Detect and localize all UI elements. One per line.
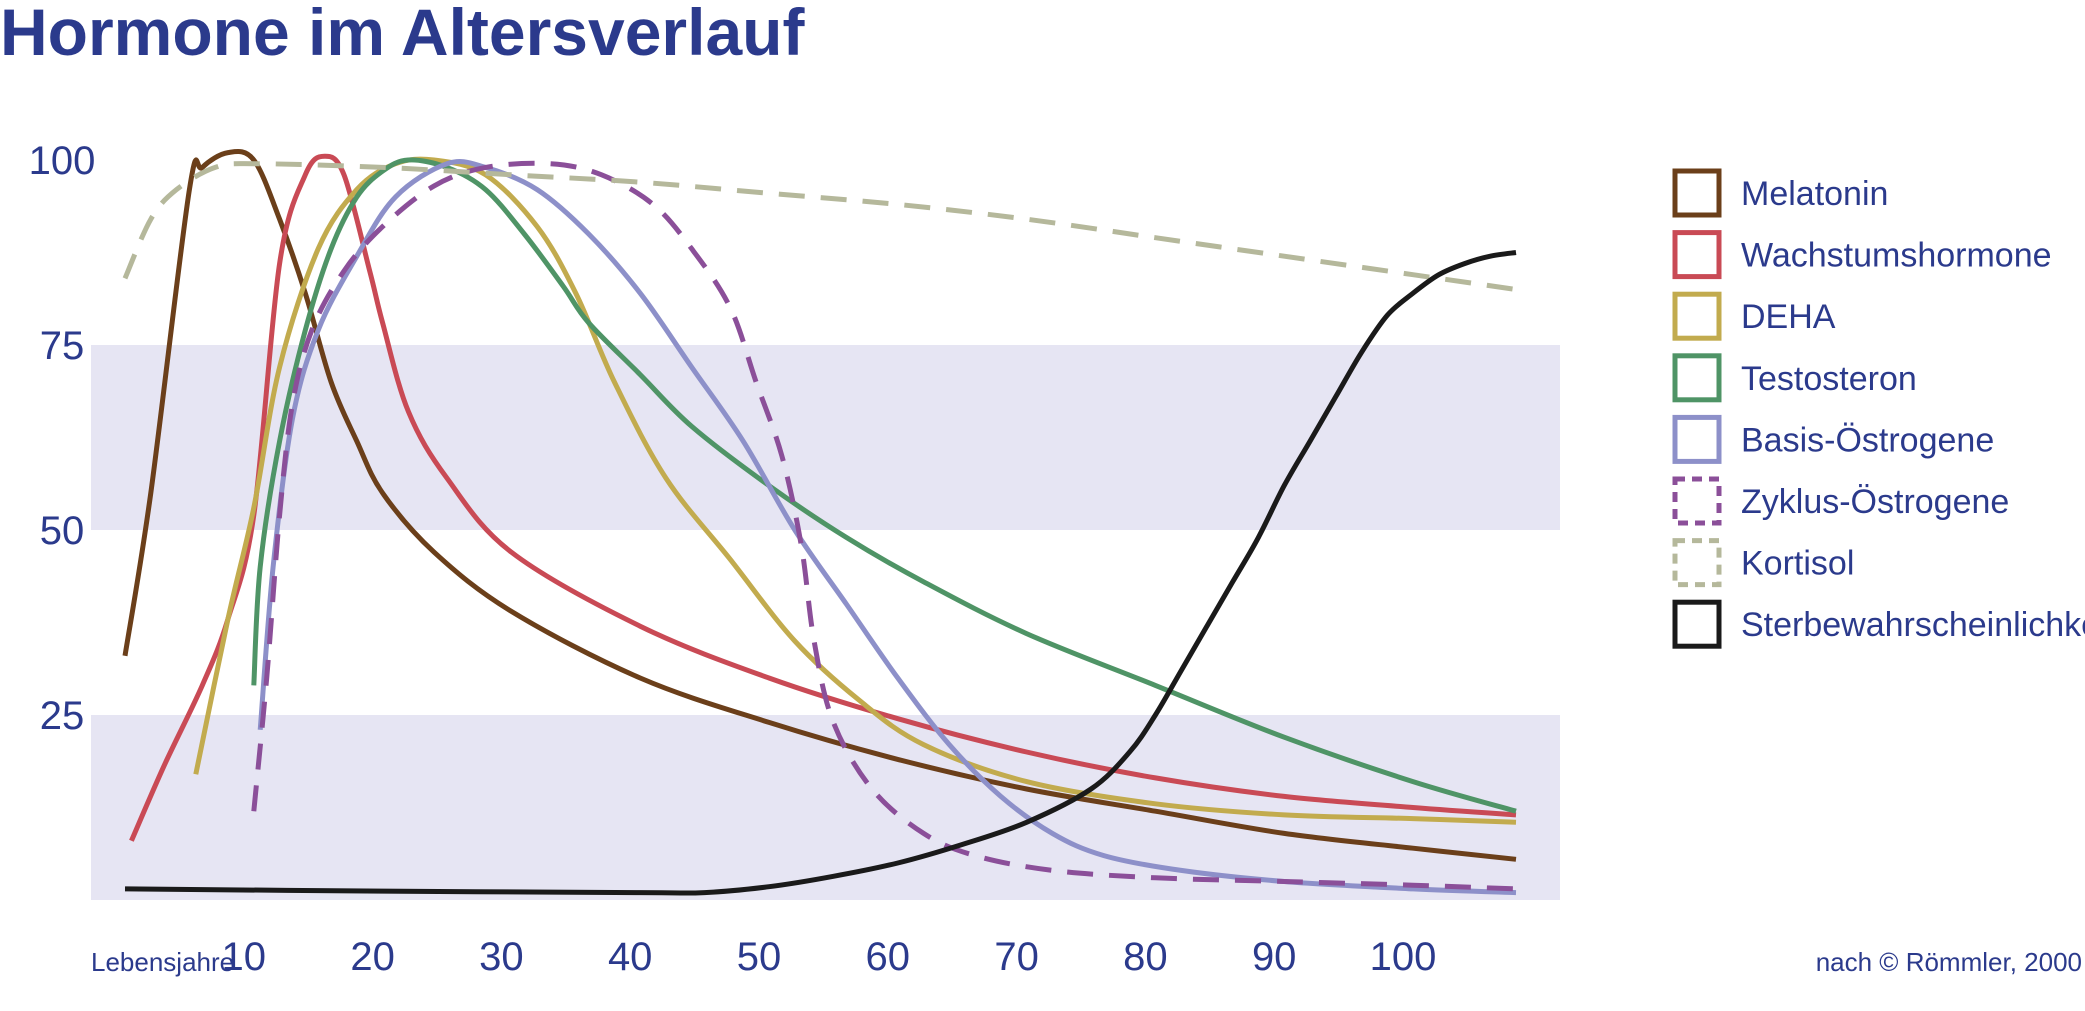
x-axis-label: Lebensjahre (91, 947, 234, 977)
y-axis-ticks: 25 50 75 100 (29, 139, 96, 738)
series-line-melatonin (122, 148, 1517, 862)
x-tick-label: 100 (1370, 935, 1437, 979)
legend: Melatonin Wachstumshormone DEHA Testosteron… (1672, 168, 2085, 649)
legend-label-kortisol: Kortisol (1741, 545, 1854, 583)
series-line-zyklus-strogene (251, 160, 1517, 892)
legend-label-sterbewahrscheinlichkeit: Sterbewahrscheinlichkeit (1741, 606, 2085, 644)
background-bands (91, 345, 1560, 900)
x-tick-label: 20 (350, 935, 395, 979)
y-tick-label: 75 (40, 324, 85, 368)
series-line-kortisol (122, 161, 1517, 292)
legend-label-deha: DEHA (1741, 298, 1836, 336)
legend-label-wachstumshormone: Wachstumshormone (1741, 237, 2052, 275)
x-tick-label: 10 (222, 935, 267, 979)
legend-label-zyklus-strogene: Zyklus-Östrogene (1741, 483, 2009, 521)
series-line-testosteron (251, 157, 1517, 814)
legend-swatch-testosteron (1672, 353, 1722, 403)
x-tick-label: 80 (1123, 935, 1168, 979)
series-line-deha (193, 156, 1517, 825)
chart-title: Hormone im Altersverlauf (0, 0, 805, 69)
legend-swatch-deha (1672, 291, 1722, 341)
legend-swatch-basis-strogene (1672, 414, 1722, 464)
series-line-sterbewahrscheinlichkeit (124, 250, 1517, 896)
legend-label-testosteron: Testosteron (1741, 360, 1917, 398)
legend-swatch-sterbewahrscheinlichkeit (1672, 599, 1722, 649)
series-line-wachstumshormone (129, 153, 1517, 842)
band-50-75 (91, 345, 1560, 530)
legend-swatch-wachstumshormone (1672, 230, 1722, 280)
x-axis-ticks: 10 20 30 40 50 60 70 80 90 100 (222, 935, 1437, 979)
x-tick-label: 50 (737, 935, 782, 979)
x-tick-label: 60 (866, 935, 911, 979)
source-note: nach © Römmler, 2000 (1816, 947, 2082, 977)
y-tick-label: 25 (40, 694, 85, 738)
band-0-25 (91, 715, 1560, 900)
legend-swatch-melatonin (1672, 168, 1722, 218)
y-tick-label: 50 (40, 509, 85, 553)
x-tick-label: 90 (1252, 935, 1297, 979)
series-lines (122, 148, 1517, 896)
x-tick-label: 40 (608, 935, 653, 979)
y-tick-label: 100 (29, 139, 96, 183)
x-tick-label: 70 (994, 935, 1039, 979)
legend-label-melatonin: Melatonin (1741, 175, 1888, 213)
legend-label-basis-strogene: Basis-Östrogene (1741, 421, 1994, 459)
series-line-basis-strogene (257, 159, 1517, 896)
legend-swatch-zyklus-strogene (1672, 476, 1722, 526)
x-tick-label: 30 (479, 935, 524, 979)
legend-swatch-kortisol (1672, 538, 1722, 588)
